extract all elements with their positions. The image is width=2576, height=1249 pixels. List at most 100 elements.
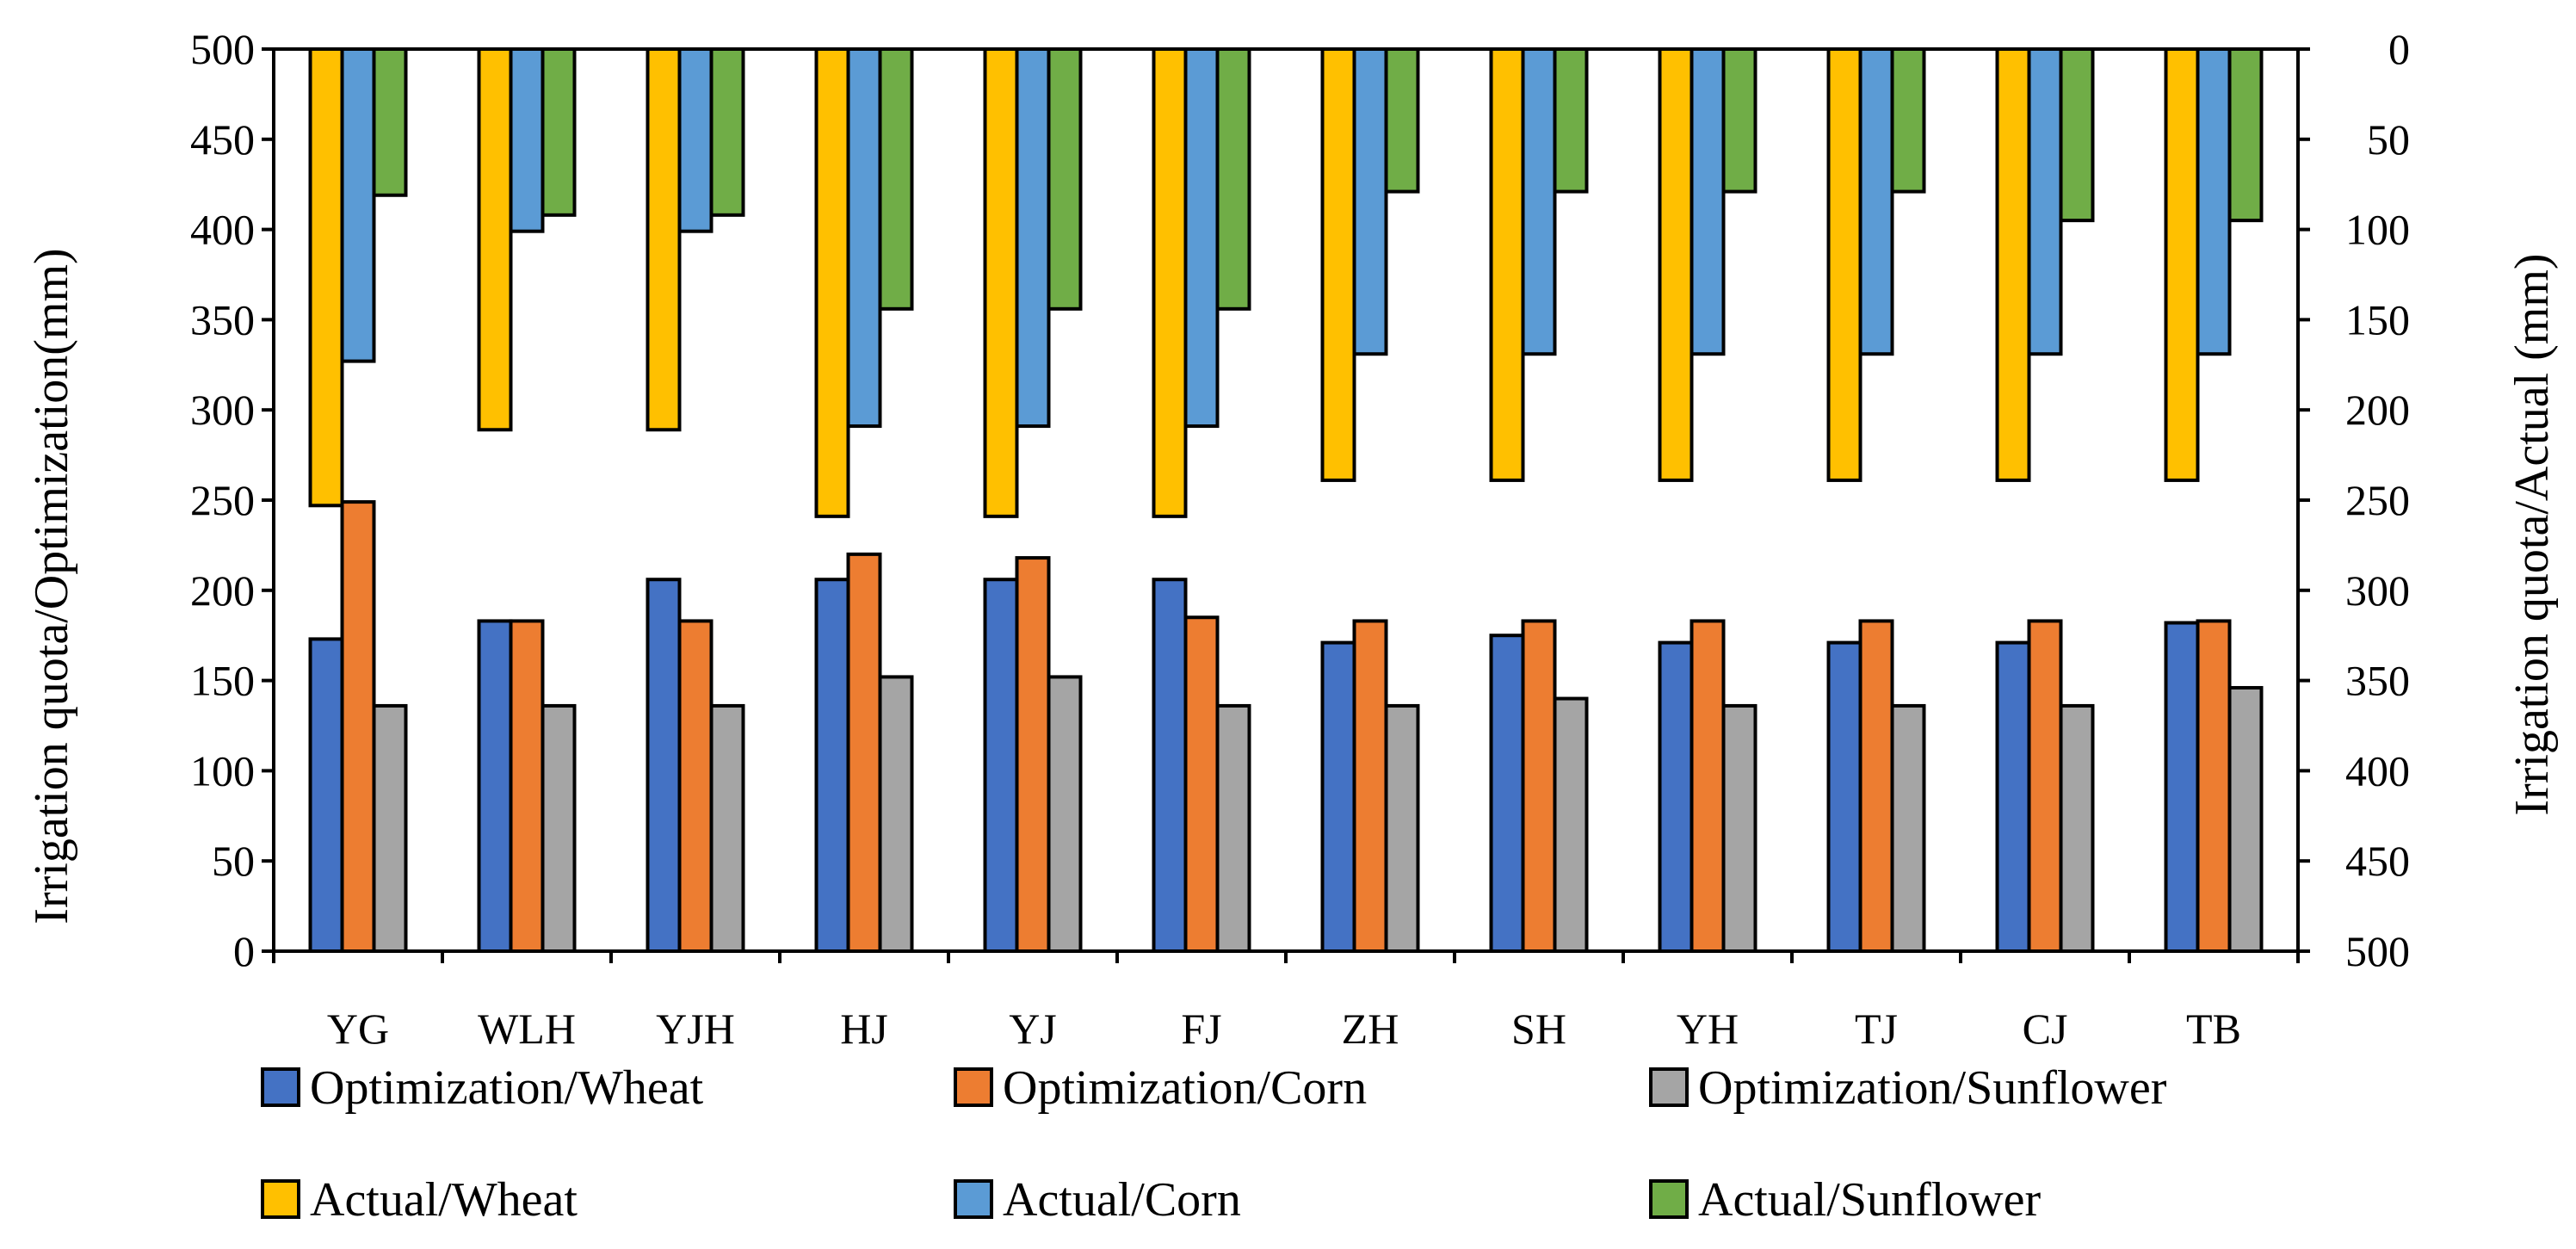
- category-label-tj: TJ: [1855, 1005, 1898, 1053]
- bar-optimization-corn-tb: [2196, 619, 2232, 953]
- bar-optimization-wheat-yh: [1658, 640, 1694, 953]
- category-label-fj: FJ: [1181, 1005, 1221, 1053]
- bar-optimization-sunflower-yjh: [709, 703, 745, 953]
- right-tick-label: 250: [2345, 476, 2410, 524]
- bar-optimization-wheat-fj: [1152, 578, 1188, 953]
- right-tick-label: 450: [2345, 837, 2410, 885]
- bar-actual-wheat-tj: [1826, 47, 1863, 482]
- bar-optimization-sunflower-yg: [372, 703, 408, 953]
- bar-optimization-sunflower-fj: [1215, 703, 1251, 953]
- bar-optimization-sunflower-cj: [2059, 703, 2095, 953]
- bar-actual-corn-hj: [846, 47, 882, 429]
- bar-optimization-sunflower-tj: [1890, 703, 1926, 953]
- bar-optimization-wheat-yj: [983, 578, 1019, 953]
- bars-layer: [308, 47, 2264, 954]
- bar-actual-wheat-cj: [1995, 47, 2031, 482]
- bar-actual-corn-yg: [340, 47, 376, 363]
- left-tick-label: 0: [233, 927, 255, 975]
- right-axis-tick-labels: 0 50 100 150 200 250 300 350 400 450 500: [2345, 25, 2410, 975]
- bar-optimization-sunflower-tb: [2227, 685, 2264, 953]
- bar-actual-corn-yjh: [677, 47, 713, 233]
- bar-actual-corn-wlh: [509, 47, 545, 233]
- legend-swatch-actual-sunflower: [1649, 1179, 1689, 1219]
- legend-swatch-optimization-wheat: [261, 1067, 300, 1107]
- category-label-yg: YG: [327, 1005, 389, 1053]
- bar-optimization-wheat-tj: [1826, 640, 1863, 953]
- bar-actual-corn-tb: [2196, 47, 2232, 356]
- left-axis-tick-labels: 0 50 100 150 200 250 300 350 400 450 500: [190, 25, 255, 975]
- bar-optimization-wheat-hj: [814, 578, 850, 953]
- bar-actual-corn-fj: [1183, 47, 1220, 429]
- bar-actual-wheat-sh: [1489, 47, 1525, 482]
- bar-actual-corn-cj: [2027, 47, 2063, 356]
- bar-optimization-corn-tj: [1858, 619, 1894, 953]
- bar-optimization-wheat-yjh: [646, 578, 682, 953]
- bar-actual-sunflower-tb: [2227, 47, 2264, 223]
- category-label-cj: CJ: [2023, 1005, 2068, 1053]
- bar-optimization-corn-fj: [1183, 615, 1220, 953]
- category-label-wlh: WLH: [478, 1005, 576, 1053]
- bar-actual-wheat-fj: [1152, 47, 1188, 518]
- bar-actual-wheat-yj: [983, 47, 1019, 518]
- left-axis-title: Irrigation quota/Optimization(mm): [25, 248, 78, 924]
- legend-swatch-optimization-sunflower: [1649, 1067, 1689, 1107]
- bar-actual-wheat-zh: [1320, 47, 1356, 482]
- bar-optimization-corn-zh: [1352, 619, 1388, 953]
- right-tick-label: 100: [2345, 206, 2410, 254]
- bar-optimization-wheat-wlh: [477, 619, 513, 953]
- left-tick-label: 500: [190, 25, 255, 73]
- bar-optimization-wheat-zh: [1320, 640, 1356, 953]
- legend-label-actual-sunflower: Actual/Sunflower: [1698, 1173, 2041, 1227]
- bar-optimization-corn-hj: [846, 552, 882, 953]
- bar-actual-wheat-yg: [308, 47, 344, 508]
- bar-optimization-sunflower-yh: [1721, 703, 1757, 953]
- bar-optimization-sunflower-yj: [1047, 675, 1083, 954]
- right-tick-label: 300: [2345, 566, 2410, 615]
- right-tick-label: 500: [2345, 927, 2410, 975]
- category-label-tb: TB: [2186, 1005, 2241, 1053]
- left-tick-label: 350: [190, 295, 255, 343]
- legend-label-optimization-corn: Optimization/Corn: [1003, 1061, 1367, 1115]
- legend-label-actual-wheat: Actual/Wheat: [310, 1173, 578, 1227]
- category-label-zh: ZH: [1342, 1005, 1399, 1053]
- bar-optimization-corn-yj: [1015, 556, 1051, 954]
- right-tick-label: 200: [2345, 386, 2410, 434]
- bar-optimization-corn-wlh: [509, 619, 545, 953]
- bar-optimization-corn-cj: [2027, 619, 2063, 953]
- bar-actual-corn-yj: [1015, 47, 1051, 429]
- bar-actual-corn-yh: [1690, 47, 1726, 356]
- bar-actual-sunflower-tj: [1890, 47, 1926, 194]
- left-tick-label: 300: [190, 386, 255, 434]
- category-label-hj: HJ: [840, 1005, 888, 1053]
- category-label-yh: YH: [1677, 1005, 1739, 1053]
- plot-area-frame: [272, 47, 2300, 953]
- bar-optimization-sunflower-sh: [1553, 696, 1589, 953]
- category-label-yjh: YJH: [656, 1005, 735, 1053]
- bar-optimization-wheat-sh: [1489, 634, 1525, 953]
- bar-actual-sunflower-zh: [1384, 47, 1420, 194]
- category-label-yj: YJ: [1009, 1005, 1057, 1053]
- bar-optimization-sunflower-hj: [878, 675, 914, 954]
- category-label-sh: SH: [1511, 1005, 1566, 1053]
- left-tick-label: 100: [190, 746, 255, 795]
- ticks-layer: [262, 47, 2310, 963]
- left-tick-label: 200: [190, 566, 255, 615]
- category-labels: YG WLH YJH HJ YJ FJ ZH SH YH TJ CJ TB: [327, 1005, 2241, 1053]
- left-tick-label: 250: [190, 476, 255, 524]
- left-tick-label: 400: [190, 206, 255, 254]
- legend-label-actual-corn: Actual/Corn: [1003, 1173, 1241, 1227]
- bar-actual-corn-sh: [1521, 47, 1557, 356]
- bar-optimization-wheat-tb: [2164, 621, 2200, 953]
- bar-optimization-wheat-cj: [1995, 640, 2031, 953]
- right-tick-label: 0: [2388, 25, 2410, 73]
- right-tick-label: 150: [2345, 295, 2410, 343]
- bar-actual-corn-zh: [1352, 47, 1388, 356]
- bar-optimization-corn-yh: [1690, 619, 1726, 953]
- bar-actual-wheat-yjh: [646, 47, 682, 432]
- bar-actual-sunflower-fj: [1215, 47, 1251, 311]
- left-tick-label: 50: [212, 837, 255, 885]
- bar-actual-sunflower-cj: [2059, 47, 2095, 223]
- bar-actual-sunflower-sh: [1553, 47, 1589, 194]
- right-tick-label: 400: [2345, 746, 2410, 795]
